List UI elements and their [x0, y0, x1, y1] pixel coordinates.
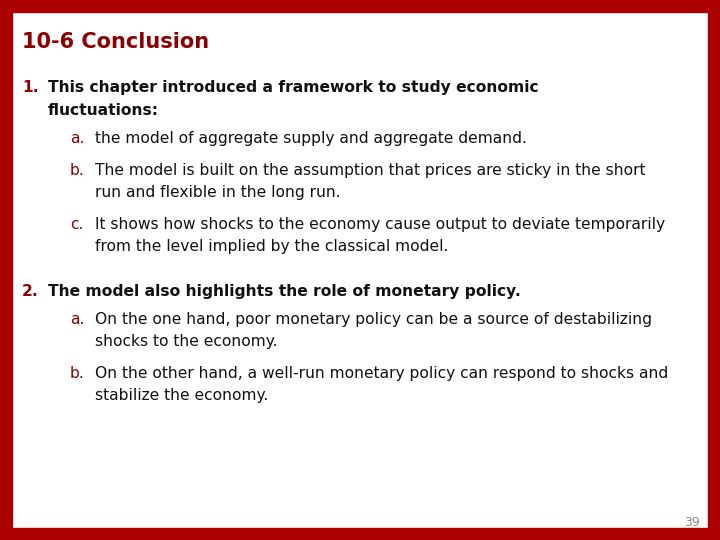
Text: This chapter introduced a framework to study economic: This chapter introduced a framework to s…: [48, 80, 539, 95]
Bar: [708, 0, 720, 540]
Text: shocks to the economy.: shocks to the economy.: [95, 334, 277, 349]
Text: run and flexible in the long run.: run and flexible in the long run.: [95, 185, 341, 200]
Text: b.: b.: [70, 366, 85, 381]
Text: a.: a.: [70, 131, 84, 146]
Text: The model is built on the assumption that prices are sticky in the short: The model is built on the assumption tha…: [95, 163, 646, 178]
Text: On the other hand, a well-run monetary policy can respond to shocks and: On the other hand, a well-run monetary p…: [95, 366, 668, 381]
Text: 1.: 1.: [22, 80, 39, 95]
Text: the model of aggregate supply and aggregate demand.: the model of aggregate supply and aggreg…: [95, 131, 527, 146]
Text: c.: c.: [70, 218, 84, 232]
Text: 10-6 Conclusion: 10-6 Conclusion: [22, 32, 209, 52]
Text: from the level implied by the classical model.: from the level implied by the classical …: [95, 239, 449, 254]
Text: The model also highlights the role of monetary policy.: The model also highlights the role of mo…: [48, 284, 521, 299]
Text: It shows how shocks to the economy cause output to deviate temporarily: It shows how shocks to the economy cause…: [95, 218, 665, 232]
Bar: [0, 0, 720, 12]
Bar: [0, 528, 720, 540]
Text: 2.: 2.: [22, 284, 39, 299]
Text: stabilize the economy.: stabilize the economy.: [95, 388, 269, 403]
Text: a.: a.: [70, 312, 84, 327]
Text: b.: b.: [70, 163, 85, 178]
Text: 39: 39: [684, 516, 700, 529]
Text: fluctuations:: fluctuations:: [48, 103, 159, 118]
Text: On the one hand, poor monetary policy can be a source of destabilizing: On the one hand, poor monetary policy ca…: [95, 312, 652, 327]
Bar: [0, 0, 12, 540]
